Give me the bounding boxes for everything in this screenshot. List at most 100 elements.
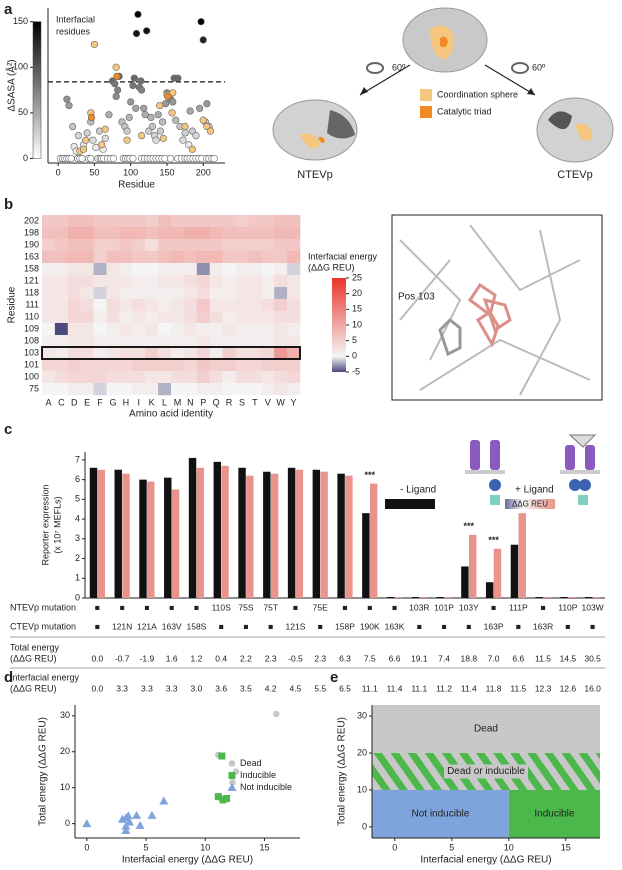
- table-cell: 163P: [484, 621, 504, 631]
- point: [111, 80, 119, 88]
- bar: [246, 475, 254, 598]
- point: [218, 752, 226, 760]
- point: [127, 98, 135, 106]
- view-label: CTEVp: [557, 169, 592, 181]
- heatmap-cell: [119, 323, 133, 336]
- heatmap-cell: [67, 311, 81, 324]
- point: [140, 104, 148, 112]
- bar: [345, 475, 353, 598]
- heatmap-cell: [196, 299, 210, 312]
- table-cell: 1.6: [166, 653, 178, 663]
- rotation-label: 60º: [392, 62, 406, 72]
- heatmap-cell: [248, 215, 262, 228]
- heatmap-cell: [119, 287, 133, 300]
- x-tick-label: 0: [392, 842, 397, 852]
- bar: [139, 479, 147, 598]
- heatmap-cell: [119, 239, 133, 252]
- y-tick-label: 100: [13, 62, 28, 72]
- bar: [270, 473, 279, 598]
- heatmap-cell: [274, 251, 288, 264]
- y-tick-label: 50: [18, 107, 28, 117]
- heatmap-cell: [145, 239, 159, 252]
- x-tick-label: 50: [89, 167, 99, 177]
- heatmap-cell: [158, 335, 172, 348]
- heatmap-cell: [196, 311, 210, 324]
- bar: [97, 469, 105, 598]
- heatmap-cell: [67, 359, 81, 372]
- heatmap-cell: [171, 215, 185, 228]
- heatmap-cell: [158, 287, 172, 300]
- table-cell: 163K: [385, 621, 405, 631]
- row-label: 75: [29, 383, 39, 393]
- heatmap-cell: [132, 215, 146, 228]
- heatmap-cell: [287, 287, 301, 300]
- heatmap-cell: [287, 359, 301, 372]
- heatmap-cell: [132, 311, 146, 324]
- legend-label: + Ligand: [515, 485, 554, 496]
- heatmap-cell: [54, 215, 69, 228]
- legend-marker: [227, 783, 237, 791]
- heatmap-cell: [80, 287, 94, 300]
- table-cell: ■: [367, 602, 372, 612]
- table-cell: ■: [144, 602, 149, 612]
- heatmap-cell: [119, 215, 133, 228]
- heatmap-cell: [222, 323, 236, 336]
- table-cell: 101P: [434, 602, 454, 612]
- row-label: 163: [24, 251, 39, 261]
- heatmap-cell: [261, 239, 275, 252]
- heatmap-cell: [222, 215, 236, 228]
- colorbar: [32, 21, 42, 159]
- colorbar: [332, 278, 346, 372]
- point: [87, 113, 96, 122]
- receptor-cartoons: [465, 434, 600, 505]
- point: [229, 778, 236, 786]
- heatmap-cell: [209, 287, 223, 300]
- heatmap-cell: [42, 251, 56, 264]
- heatmap-cell: [54, 287, 69, 300]
- point: [101, 134, 109, 142]
- point: [109, 154, 117, 163]
- table-cell: 110P: [558, 602, 578, 612]
- heatmap-cell: [222, 311, 236, 324]
- heatmap-cell: [42, 359, 56, 372]
- point: [192, 132, 200, 140]
- point: [123, 136, 131, 144]
- heatmap-cell: [235, 215, 249, 228]
- point: [137, 132, 146, 140]
- table-cell: 12.3: [535, 683, 552, 693]
- row-label: 158: [24, 263, 39, 273]
- heatmap-cell: [54, 347, 69, 360]
- point: [159, 796, 169, 805]
- heatmap-cell: [209, 383, 223, 396]
- heatmap-cell: [261, 359, 275, 372]
- heatmap-cell: [209, 323, 223, 336]
- heatmap-cell: [248, 239, 262, 252]
- table-cell: ■: [120, 602, 125, 612]
- heatmap-cell: [261, 251, 275, 264]
- heatmap-cell: [145, 311, 159, 324]
- heatmap-cell: [183, 251, 198, 264]
- heatmap-cell: [93, 311, 107, 324]
- colorbar-tick-label: 0: [352, 351, 357, 361]
- heatmap-cell: [222, 347, 236, 360]
- heatmap-cell: [67, 215, 81, 228]
- bar: [171, 489, 180, 598]
- heatmap-cell: [274, 323, 288, 336]
- heatmap-cell: [248, 335, 262, 348]
- heatmap-cell: [132, 239, 146, 252]
- bar: [436, 597, 444, 598]
- point: [199, 36, 207, 44]
- heatmap-cell: [261, 347, 275, 360]
- bar: [510, 544, 519, 598]
- bar: [568, 597, 576, 598]
- heatmap-cell: [274, 371, 288, 384]
- significance: ***: [464, 521, 475, 531]
- table-cell: -1.9: [140, 653, 155, 663]
- panel-letter: a: [4, 1, 13, 18]
- point: [132, 104, 140, 112]
- heatmap-cell: [106, 239, 120, 252]
- bar: [221, 465, 229, 598]
- heatmap-cell: [209, 335, 223, 348]
- column-label: Y: [291, 397, 297, 407]
- heatmap-cell: [42, 215, 56, 228]
